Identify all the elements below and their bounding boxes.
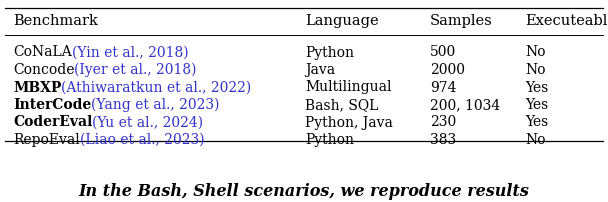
Text: MBXP: MBXP [13, 81, 61, 95]
Text: (Yin et al., 2018): (Yin et al., 2018) [72, 45, 188, 60]
Text: Concode: Concode [13, 63, 75, 77]
Text: CoderEval: CoderEval [13, 116, 92, 129]
Text: Yes: Yes [525, 81, 548, 95]
Text: (Yang et al., 2023): (Yang et al., 2023) [91, 98, 219, 112]
Text: No: No [525, 45, 545, 60]
Text: No: No [525, 133, 545, 147]
Text: Bash, SQL: Bash, SQL [305, 98, 378, 112]
Text: RepoEval: RepoEval [13, 133, 80, 147]
Text: 383: 383 [430, 133, 456, 147]
Text: In the Bash, Shell scenarios, we reproduce results: In the Bash, Shell scenarios, we reprodu… [78, 183, 530, 201]
Text: Java: Java [305, 63, 335, 77]
Text: Python, Java: Python, Java [305, 116, 393, 129]
Text: (Yu et al., 2024): (Yu et al., 2024) [92, 116, 204, 129]
Text: 500: 500 [430, 45, 456, 60]
Text: InterCode: InterCode [13, 98, 91, 112]
Text: (Athiwaratkun et al., 2022): (Athiwaratkun et al., 2022) [61, 81, 252, 95]
Text: Python: Python [305, 133, 354, 147]
Text: No: No [525, 63, 545, 77]
Text: Python: Python [305, 45, 354, 60]
Text: 2000: 2000 [430, 63, 465, 77]
Text: CoNaLA: CoNaLA [13, 45, 72, 60]
Text: Yes: Yes [525, 116, 548, 129]
Text: 230: 230 [430, 116, 456, 129]
Text: Multilingual: Multilingual [305, 81, 392, 95]
Text: Yes: Yes [525, 98, 548, 112]
Text: 200, 1034: 200, 1034 [430, 98, 500, 112]
Text: (Iyer et al., 2018): (Iyer et al., 2018) [75, 63, 197, 77]
Text: Benchmark: Benchmark [13, 14, 98, 28]
Text: Samples: Samples [430, 14, 492, 28]
Text: Executeable: Executeable [525, 14, 608, 28]
Text: (Liao et al., 2023): (Liao et al., 2023) [80, 133, 204, 147]
Text: 974: 974 [430, 81, 457, 95]
Text: Language: Language [305, 14, 379, 28]
